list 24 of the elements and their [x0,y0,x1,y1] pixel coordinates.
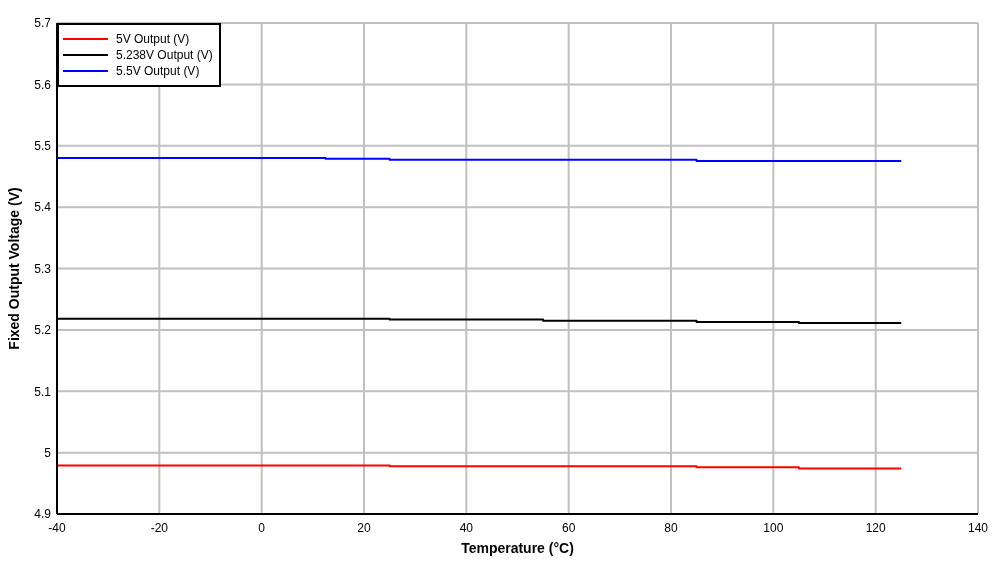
x-axis-title: Temperature (°C) [461,540,574,556]
y-tick-label: 5.3 [34,261,52,276]
y-tick-label: 5.1 [34,384,52,399]
y-tick-label: 5 [44,445,52,460]
y-tick-label: 5.2 [34,323,52,338]
y-tick-label: 4.9 [34,507,52,522]
y-tick-label: 5.5 [34,139,52,154]
x-tick-label: 20 [357,520,371,535]
x-tick-label: 0 [258,520,266,535]
x-tick-label: 100 [763,520,784,535]
x-tick-label: 120 [865,520,886,535]
x-tick-label: -20 [150,520,169,535]
x-tick-label: 140 [967,520,989,535]
y-tick-label: 5.7 [34,16,52,31]
y-axis-title: Fixed Output Voltage (V) [6,187,22,350]
x-tick-label: 40 [459,520,474,535]
x-tick-label: 60 [561,520,576,535]
x-tick-label: -40 [48,520,66,535]
legend-label: 5.5V Output (V) [116,63,200,79]
x-tick-label: 80 [664,520,678,535]
legend-label: 5V Output (V) [116,31,190,47]
y-tick-label: 5.4 [34,200,52,215]
y-tick-label: 5.6 [34,77,52,92]
legend-label: 5.238V Output (V) [116,47,213,63]
